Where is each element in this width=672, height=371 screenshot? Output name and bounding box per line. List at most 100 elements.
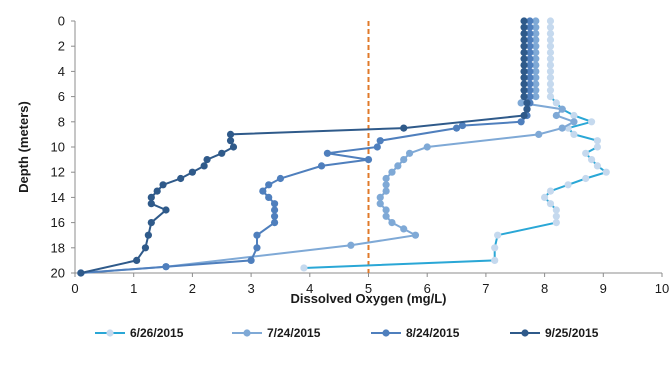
data-point xyxy=(300,264,308,272)
y-tick-label: 20 xyxy=(51,266,65,281)
data-point xyxy=(593,162,602,170)
data-point xyxy=(532,61,540,69)
data-point xyxy=(558,124,566,132)
data-point xyxy=(382,174,390,183)
data-point xyxy=(517,99,525,107)
x-tick-label: 3 xyxy=(247,281,254,296)
data-point xyxy=(546,23,555,31)
data-point xyxy=(520,61,528,69)
data-point xyxy=(532,48,540,57)
data-point xyxy=(570,118,578,126)
data-point xyxy=(552,219,560,227)
x-tick-label: 10 xyxy=(655,281,669,296)
data-point xyxy=(520,23,528,31)
data-point xyxy=(203,156,211,164)
data-point xyxy=(532,67,540,75)
y-tick-label: 14 xyxy=(51,190,65,205)
y-tick-label: 18 xyxy=(51,240,65,255)
data-point xyxy=(382,181,390,189)
data-point xyxy=(526,61,534,69)
data-point xyxy=(532,36,540,44)
data-point xyxy=(526,17,534,25)
data-point xyxy=(526,55,534,63)
data-point xyxy=(526,93,534,101)
y-tick-labels: 0 2 4 6 8 10 12 14 16 18 20 xyxy=(51,14,75,281)
y-tick-label: 12 xyxy=(51,165,65,180)
y-tick-label: 8 xyxy=(58,114,65,129)
data-point xyxy=(376,137,384,145)
legend-item: 9/25/2015 xyxy=(510,326,599,340)
x-tick-labels: 0 1 2 3 4 5 6 7 8 9 10 xyxy=(71,273,669,296)
data-point xyxy=(200,162,208,170)
data-point xyxy=(532,93,540,101)
x-tick-label: 1 xyxy=(130,281,137,296)
data-point xyxy=(423,143,431,151)
data-point xyxy=(147,193,155,201)
data-point xyxy=(270,219,279,227)
data-point xyxy=(582,149,590,157)
data-point xyxy=(532,74,540,82)
data-point xyxy=(376,200,384,208)
data-point xyxy=(388,219,396,227)
series-2 xyxy=(77,17,578,277)
data-point xyxy=(523,99,531,107)
data-point xyxy=(323,149,332,157)
data-point xyxy=(177,174,185,183)
data-point xyxy=(494,231,502,239)
data-point xyxy=(520,93,528,101)
data-point xyxy=(558,105,566,113)
legend: 6/26/2015 7/24/2015 8/24/2015 9/25/2015 xyxy=(95,326,599,340)
data-point xyxy=(394,162,402,170)
data-point xyxy=(552,111,560,120)
data-point xyxy=(546,29,555,38)
data-point xyxy=(265,181,273,189)
data-point xyxy=(226,137,235,145)
data-point xyxy=(247,256,255,264)
x-tick-label: 2 xyxy=(189,281,196,296)
data-point xyxy=(400,156,408,164)
legend-item: 8/24/2015 xyxy=(371,326,460,340)
data-point xyxy=(546,74,555,82)
data-point xyxy=(552,212,560,220)
data-point xyxy=(153,187,161,195)
data-point xyxy=(376,193,384,201)
legend-marker xyxy=(382,329,390,337)
data-point xyxy=(141,244,150,252)
series-layer xyxy=(77,17,610,277)
data-point xyxy=(270,212,279,220)
y-tick-label: 0 xyxy=(58,14,65,29)
data-point xyxy=(532,55,540,63)
data-point xyxy=(570,111,578,120)
y-tick-label: 4 xyxy=(58,64,65,79)
data-point xyxy=(532,86,540,94)
data-point xyxy=(526,74,534,82)
data-point xyxy=(405,149,414,157)
data-point xyxy=(265,193,273,201)
data-point xyxy=(541,193,549,201)
x-tick-label: 5 xyxy=(365,281,372,296)
y-tick-label: 2 xyxy=(58,39,65,54)
data-point xyxy=(523,105,531,113)
data-point xyxy=(535,130,543,138)
data-point xyxy=(458,121,467,130)
data-point xyxy=(520,17,528,25)
x-tick-label: 9 xyxy=(600,281,607,296)
data-point xyxy=(162,263,170,271)
data-point xyxy=(526,36,534,44)
data-point xyxy=(546,48,555,57)
series-1 xyxy=(300,17,610,272)
data-point xyxy=(526,86,534,94)
data-point xyxy=(552,99,560,107)
data-point xyxy=(517,118,525,126)
data-point xyxy=(373,143,381,151)
data-point xyxy=(253,244,261,252)
data-point xyxy=(520,29,528,38)
legend-item: 6/26/2015 xyxy=(95,326,184,340)
data-point xyxy=(546,93,555,101)
data-point xyxy=(452,124,461,132)
legend-label: 9/25/2015 xyxy=(545,326,599,340)
data-point xyxy=(526,48,534,57)
data-point xyxy=(491,256,499,264)
